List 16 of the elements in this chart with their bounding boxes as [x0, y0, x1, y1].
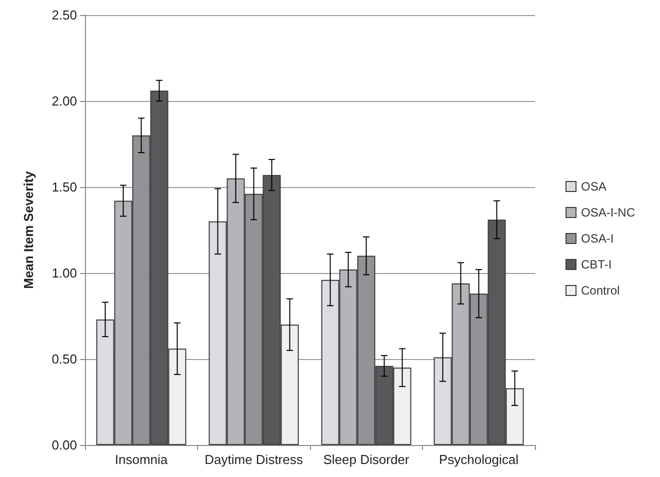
- y-tick-label: 0.00: [52, 438, 77, 452]
- y-tick-label: 1.00: [52, 266, 77, 280]
- x-tick-label: Daytime Distress: [204, 452, 304, 467]
- legend-label: OSA: [581, 180, 606, 194]
- x-tick-label: Sleep Disorder: [323, 452, 410, 467]
- y-tick-label: 2.00: [52, 94, 77, 108]
- legend-label: CBT-I: [581, 258, 612, 272]
- legend-label: Control: [581, 284, 620, 298]
- x-tick-label: Psychological: [439, 452, 519, 467]
- x-tick-label: Insomnia: [114, 452, 168, 467]
- y-tick-label: 1.50: [52, 180, 77, 194]
- legend-label: OSA-I: [581, 232, 614, 246]
- y-tick-label: 0.50: [52, 352, 77, 366]
- legend-label: OSA-I-NC: [581, 206, 636, 220]
- y-axis-title: Mean Item Severity: [21, 170, 36, 289]
- y-tick-label: 2.50: [52, 8, 77, 22]
